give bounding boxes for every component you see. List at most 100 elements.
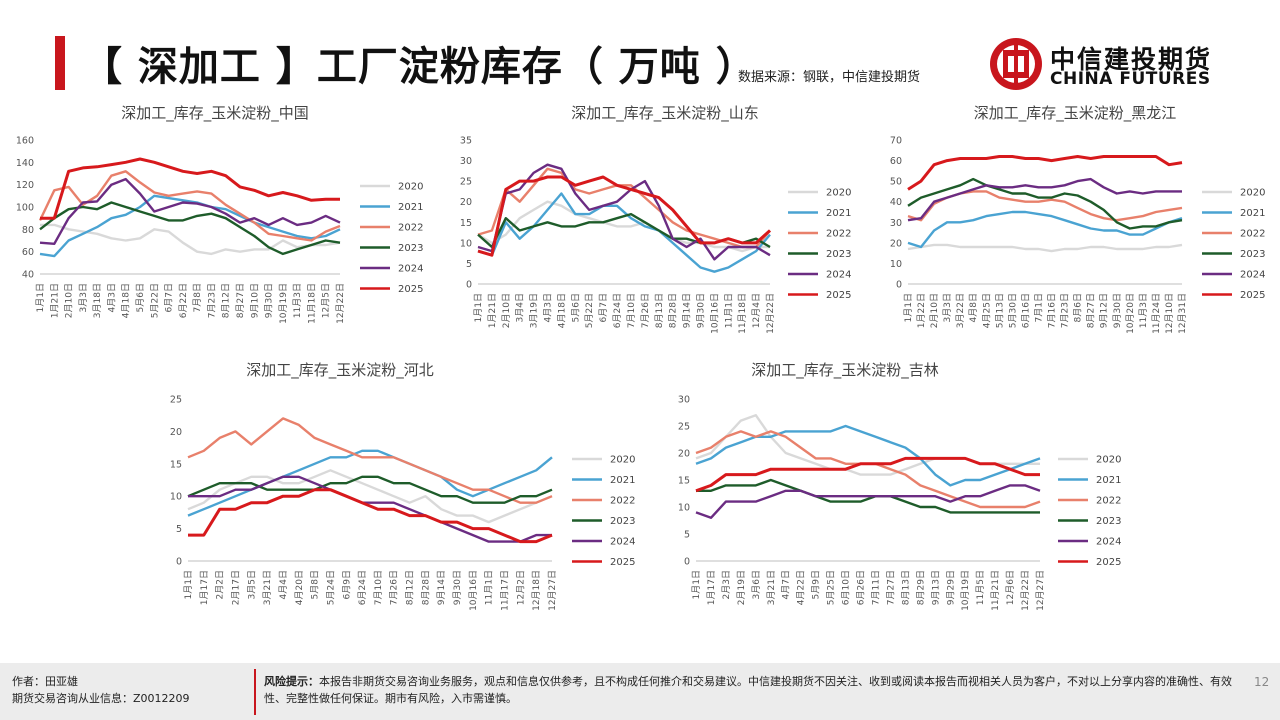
series-line-2022 xyxy=(38,170,341,242)
x-tick-label: 8月12日 xyxy=(221,283,232,318)
x-tick-label: 7月11日 xyxy=(870,570,881,605)
logo-text-en: CHINA FUTURES xyxy=(1050,69,1211,89)
x-tick-label: 11月18日 xyxy=(306,283,317,324)
legend-label-2025: 2025 xyxy=(398,284,423,295)
x-tick-label: 12月22日 xyxy=(1020,570,1031,611)
x-tick-label: 9月30日 xyxy=(1112,293,1123,328)
y-tick-label: 25 xyxy=(678,422,690,433)
y-tick-label: 0 xyxy=(896,280,902,291)
x-tick-label: 7月8日 xyxy=(192,283,203,312)
x-tick-label: 4月20日 xyxy=(294,570,305,605)
x-tick-label: 7月10日 xyxy=(373,570,384,605)
x-tick-label: 3月18日 xyxy=(92,283,103,318)
x-tick-label: 2月19日 xyxy=(736,570,747,605)
x-tick-label: 6月16日 xyxy=(1020,293,1031,328)
x-tick-label: 3月22日 xyxy=(955,293,966,328)
series-line-2025 xyxy=(188,488,553,544)
x-tick-label: 12月10日 xyxy=(1164,293,1175,334)
series-line-2021 xyxy=(477,192,771,273)
series-line-2021 xyxy=(907,210,1183,249)
x-tick-label: 5月8日 xyxy=(310,570,321,599)
legend-label-2022: 2022 xyxy=(1240,229,1265,240)
citic-logo-icon xyxy=(990,38,1042,90)
author-license: 期货交易咨询从业信息：Z0012209 xyxy=(12,692,190,705)
y-tick-label: 100 xyxy=(16,203,34,214)
series-line-2024 xyxy=(188,475,552,543)
x-tick-label: 4月3日 xyxy=(543,293,554,322)
series-line-2023 xyxy=(187,475,553,504)
x-tick-label: 1月1日 xyxy=(691,570,702,599)
legend-label-2021: 2021 xyxy=(610,475,635,486)
legend-label-2022: 2022 xyxy=(1096,496,1121,507)
title-accent-bar xyxy=(55,36,65,90)
y-tick-label: 35 xyxy=(460,136,472,147)
x-tick-label: 7月10日 xyxy=(626,293,637,328)
x-tick-label: 7月23日 xyxy=(206,283,217,318)
legend-label-2025: 2025 xyxy=(610,557,635,568)
x-tick-label: 5月6日 xyxy=(570,293,581,322)
page-title: 【 深加工 】工厂淀粉库存（ 万吨 ） xyxy=(82,44,757,90)
y-tick-label: 25 xyxy=(170,395,182,406)
series-line-2020 xyxy=(477,200,770,253)
series-line-2025 xyxy=(40,157,340,220)
x-tick-label: 11月1日 xyxy=(723,293,734,328)
chart-title: 深加工_库存_玉米淀粉_吉林 xyxy=(751,361,939,380)
x-tick-label: 2月17日 xyxy=(230,570,241,605)
series-line-2023 xyxy=(907,177,1183,230)
x-tick-label: 1月17日 xyxy=(706,570,717,605)
x-tick-label: 12月22日 xyxy=(765,293,776,334)
legend-label-2023: 2023 xyxy=(826,249,851,260)
series-line-2021 xyxy=(39,194,341,258)
footer-divider xyxy=(254,669,256,715)
legend-label-2025: 2025 xyxy=(1096,557,1121,568)
y-tick-label: 80 xyxy=(22,225,34,236)
series-line-2020 xyxy=(40,223,341,256)
series-line-2024 xyxy=(695,484,1041,520)
x-tick-label: 12月2日 xyxy=(515,570,526,605)
y-tick-label: 20 xyxy=(678,449,690,460)
x-tick-label: 6月7日 xyxy=(598,293,609,322)
x-tick-label: 10月20日 xyxy=(1125,293,1136,334)
series-line-2021 xyxy=(695,424,1041,487)
x-tick-label: 11月5日 xyxy=(975,570,986,605)
x-tick-label: 9月12日 xyxy=(1099,293,1110,328)
y-tick-label: 0 xyxy=(684,557,690,568)
chart-china: 深加工_库存_玉米淀粉_中国 40 60 80 100 120 140 160 1月1日 1月21… xyxy=(16,104,424,324)
x-tick-label: 8月27日 xyxy=(235,283,246,318)
series-line-2022 xyxy=(187,417,553,504)
risk-disclaimer: 风险提示：本报告非期货交易咨询业务服务，观点和信息仅供参考，且不构成任何推介和交… xyxy=(264,673,1244,707)
y-tick-label: 30 xyxy=(890,218,902,229)
x-tick-label: 2月10日 xyxy=(64,283,75,318)
x-tick-label: 4月18日 xyxy=(556,293,567,328)
x-tick-label: 4月4日 xyxy=(278,570,289,599)
x-tick-label: 9月14日 xyxy=(436,570,447,605)
y-tick-label: 30 xyxy=(678,395,690,406)
x-tick-label: 4月7日 xyxy=(781,570,792,599)
y-tick-label: 0 xyxy=(466,280,472,291)
x-tick-label: 4月3日 xyxy=(106,283,117,312)
company-logo: 中信建投期货 CHINA FUTURES xyxy=(988,36,1248,92)
series-line-2023 xyxy=(39,201,341,256)
x-tick-label: 5月6日 xyxy=(135,283,146,312)
x-tick-label: 9月13日 xyxy=(930,570,941,605)
x-tick-label: 9月30日 xyxy=(264,283,275,318)
x-tick-label: 10月16日 xyxy=(709,293,720,334)
x-tick-label: 3月5日 xyxy=(246,570,257,599)
legend-label-2022: 2022 xyxy=(826,229,851,240)
y-tick-label: 10 xyxy=(460,238,472,249)
legend-label-2024: 2024 xyxy=(1096,537,1121,548)
x-tick-label: 9月30日 xyxy=(695,293,706,328)
x-tick-label: 6月7日 xyxy=(164,283,175,312)
x-tick-label: 7月26日 xyxy=(640,293,651,328)
y-tick-label: 10 xyxy=(170,492,182,503)
x-tick-label: 3月21日 xyxy=(262,570,273,605)
x-tick-label: 9月29日 xyxy=(945,570,956,605)
chart-title: 深加工_库存_玉米淀粉_河北 xyxy=(246,361,434,380)
y-tick-label: 60 xyxy=(22,247,34,258)
x-tick-label: 4月8日 xyxy=(968,293,979,322)
x-tick-label: 3月21日 xyxy=(766,570,777,605)
legend-label-2023: 2023 xyxy=(1096,516,1121,527)
